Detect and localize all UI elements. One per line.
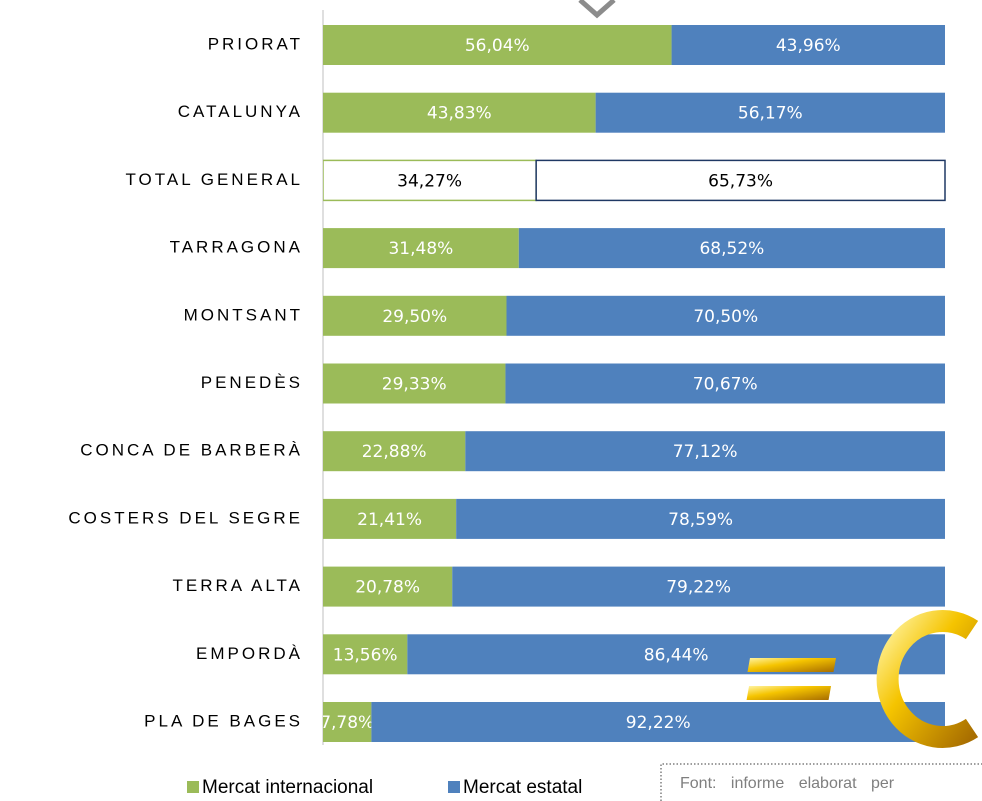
legend-label: Mercat estatal: [463, 777, 582, 798]
value-label: 78,59%: [668, 510, 733, 530]
value-label: 13,56%: [333, 645, 398, 665]
category-label: TARRAGONA: [170, 238, 303, 257]
value-label: 56,04%: [465, 36, 530, 56]
legend-swatch: [187, 781, 199, 793]
category-label: EMPORDÀ: [196, 644, 303, 663]
category-label: CATALUNYA: [178, 102, 303, 121]
euro-bar: [747, 686, 831, 700]
value-label: 43,96%: [776, 36, 841, 56]
value-label: 20,78%: [355, 578, 420, 598]
legend-swatch: [448, 781, 460, 793]
value-label: 92,22%: [626, 713, 691, 733]
chart: 56,04% 43,96% 43,83% 56,17% 34,27% 65,73% 31,4…: [0, 0, 982, 801]
legend: Mercat internacional Mercat estatal: [187, 777, 582, 798]
value-label: 77,12%: [673, 442, 738, 462]
category-label: PENEDÈS: [201, 373, 303, 392]
value-label: 7,78%: [320, 713, 374, 733]
category-label: PRIORAT: [208, 34, 303, 53]
value-label: 56,17%: [738, 104, 803, 124]
value-label: 86,44%: [644, 645, 709, 665]
value-label: 21,41%: [357, 510, 422, 530]
value-label: 79,22%: [666, 578, 731, 598]
value-label: 70,50%: [693, 307, 758, 327]
category-label: TOTAL GENERAL: [125, 170, 303, 189]
value-label: 34,27%: [397, 171, 462, 191]
value-label: 29,50%: [382, 307, 447, 327]
plot-area: 56,04% 43,96% 43,83% 56,17% 34,27% 65,73% 31,4…: [320, 25, 945, 742]
value-label: 65,73%: [708, 171, 773, 191]
category-label: MONTSANT: [184, 305, 303, 324]
value-label: 31,48%: [388, 239, 453, 259]
category-label: CONCA DE BARBERÀ: [80, 441, 303, 460]
euro-bar: [748, 658, 836, 672]
value-label: 70,67%: [693, 375, 758, 395]
source: Font: informe elaborat per: [680, 775, 895, 792]
value-label: 29,33%: [382, 375, 447, 395]
category-label: COSTERS DEL SEGRE: [68, 508, 303, 527]
category-label: PLA DE BAGES: [144, 711, 303, 730]
value-label: 68,52%: [699, 239, 764, 259]
value-label: 43,83%: [427, 104, 492, 124]
category-label: TERRA ALTA: [173, 576, 303, 595]
value-label: 22,88%: [362, 442, 427, 462]
chevron: [580, 0, 614, 15]
legend-label: Mercat internacional: [202, 777, 373, 798]
